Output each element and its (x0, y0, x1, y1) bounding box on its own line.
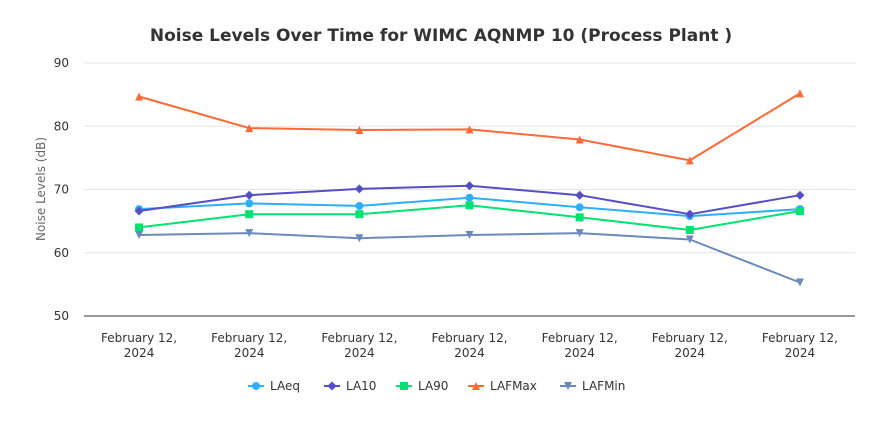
data-point-lafmax (135, 92, 144, 101)
data-point-lafmax (355, 126, 364, 135)
series-group (134, 89, 805, 287)
y-axis-ticks: 50 60 70 80 90 (54, 56, 69, 323)
data-point-lafmin (135, 231, 144, 240)
data-point-la90 (575, 213, 584, 222)
series-lafmin (135, 229, 804, 287)
data-point-lafmax (795, 89, 804, 98)
data-point-la90 (355, 210, 364, 219)
data-point-la10 (795, 190, 805, 200)
y-axis-title: Noise Levels (dB) (34, 137, 48, 241)
data-point-lafmax (465, 125, 474, 134)
data-point-la90 (795, 207, 804, 216)
data-point-lafmax (245, 124, 254, 133)
data-point-laeq (465, 193, 474, 202)
y-tick-label: 90 (54, 56, 69, 70)
x-axis: February 12, 2024 February 12, 2024 February… (101, 331, 838, 360)
legend-symbol-lafmin (564, 382, 572, 390)
data-point-laeq (575, 203, 584, 212)
series-line-lafmin (139, 232, 801, 284)
legend-label-lafmax: LAFMax (490, 379, 537, 393)
data-point-la90 (245, 210, 254, 219)
data-point-lafmin (685, 235, 694, 244)
legend-item-lafmax[interactable]: LAFMax (468, 379, 537, 393)
data-point-lafmin (245, 229, 254, 238)
chart-title: Noise Levels Over Time for WIMC AQNMP 10… (150, 26, 732, 46)
y-tick-label: 50 (54, 309, 69, 323)
data-point-la90 (685, 225, 694, 234)
legend-label-laeq: LAeq (270, 379, 300, 393)
data-point-la90 (135, 223, 144, 232)
data-point-la10 (134, 206, 144, 216)
legend-item-la10[interactable]: LA10 (324, 379, 376, 393)
series-la10 (134, 181, 805, 219)
data-point-lafmin (355, 234, 364, 243)
x-tick-label: February 12, 2024 (101, 331, 177, 360)
y-tick-label: 70 (54, 183, 69, 197)
x-tick-label: February 12, 2024 (431, 331, 507, 360)
data-point-la10 (465, 181, 474, 191)
data-point-laeq (355, 201, 364, 210)
data-point-lafmax (575, 135, 584, 144)
data-point-lafmin (465, 231, 474, 240)
series-lafmax (135, 89, 804, 165)
data-point-lafmax (685, 156, 694, 165)
legend-symbol-lafmax (472, 382, 480, 390)
x-tick-label: February 12, 2024 (762, 331, 838, 360)
data-point-la10 (575, 190, 585, 200)
y-tick-label: 80 (54, 119, 69, 133)
legend-symbol-la10 (327, 381, 337, 391)
data-point-la10 (354, 184, 364, 194)
data-point-la10 (244, 190, 254, 200)
data-point-laeq (245, 199, 254, 208)
legend-item-laeq[interactable]: LAeq (248, 379, 300, 393)
legend-item-lafmin[interactable]: LAFMin (560, 379, 625, 393)
data-point-lafmin (795, 278, 804, 287)
data-point-lafmin (575, 229, 584, 238)
legend-label-la10: LA10 (346, 379, 376, 393)
data-point-la90 (465, 201, 474, 210)
legend-symbol-la90 (400, 382, 408, 390)
series-la90 (135, 201, 804, 234)
legend: LAeq LA10 LA90 LAFMax LAFMin (248, 379, 625, 393)
y-tick-label: 60 (54, 246, 69, 260)
x-tick-label: February 12, 2024 (321, 331, 397, 360)
legend-label-la90: LA90 (418, 379, 448, 393)
data-point-la10 (685, 209, 695, 219)
legend-item-la90[interactable]: LA90 (396, 379, 448, 393)
x-tick-label: February 12, 2024 (211, 331, 287, 360)
x-tick-label: February 12, 2024 (652, 331, 728, 360)
legend-label-lafmin: LAFMin (582, 379, 625, 393)
x-tick-label: February 12, 2024 (542, 331, 618, 360)
legend-symbol-laeq (252, 382, 260, 390)
